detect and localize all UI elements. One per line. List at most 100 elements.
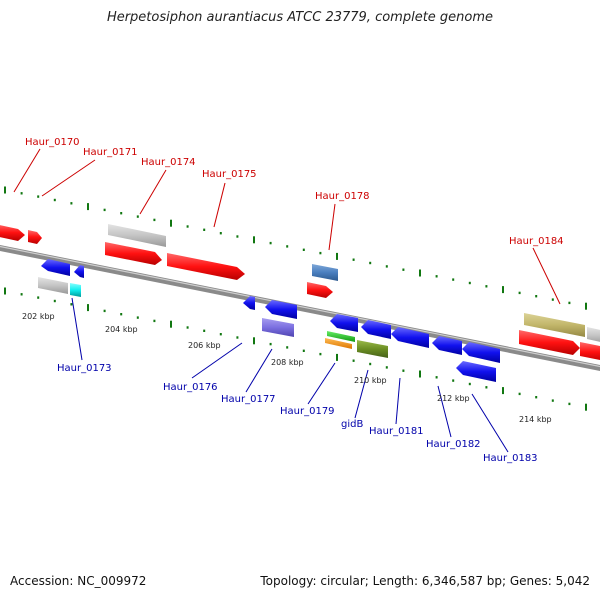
label-haur-0182: Haur_0182 (426, 439, 481, 450)
gene-reverse-lower[interactable] (456, 361, 496, 382)
tick-mark-bottom (87, 304, 89, 312)
tick-mark-bottom (186, 326, 189, 329)
kbp-label-212: 212 kbp (437, 394, 470, 403)
tick-mark-bottom (269, 342, 272, 346)
tick-mark-top (253, 236, 255, 244)
tick-mark-top (419, 269, 421, 277)
tick-mark-bottom (4, 287, 6, 295)
tick-mark-bottom (435, 376, 438, 379)
gene-haur-0171[interactable] (108, 224, 166, 247)
map-title: Herpetosiphon aurantiacus ATCC 23779, co… (106, 10, 494, 25)
label-haur-0174: Haur_0174 (141, 157, 196, 168)
tick-mark-top (369, 261, 372, 265)
tick-mark-bottom (103, 309, 106, 313)
tick-mark-top (70, 202, 73, 205)
gene-haur-0175[interactable] (167, 253, 245, 280)
tick-mark-top (385, 265, 388, 268)
gene-haur-0176[interactable] (243, 296, 255, 310)
gene-khaki[interactable] (524, 313, 585, 337)
tick-mark-bottom (535, 396, 538, 399)
callouts-top (13, 148, 561, 305)
gene-forward[interactable] (0, 224, 25, 241)
tick-mark-top (203, 228, 206, 231)
tick-mark-bottom (452, 379, 455, 382)
label-haur-0176: Haur_0176 (163, 382, 218, 393)
gene-reverse[interactable] (361, 320, 391, 339)
label-haur-0170: Haur_0170 (25, 137, 80, 148)
tick-mark-top (468, 281, 471, 285)
label-haur-0175: Haur_0175 (202, 169, 257, 180)
kbp-label-208: 208 kbp (271, 358, 304, 367)
tick-mark-top (269, 241, 272, 245)
kbp-label-214: 214 kbp (519, 415, 552, 424)
tick-mark-bottom (253, 337, 255, 345)
tick-mark-top (153, 218, 156, 222)
tick-mark-bottom (369, 362, 372, 366)
tick-mark-bottom (585, 403, 587, 411)
tick-mark-top (568, 301, 571, 305)
gene-reverse[interactable] (74, 265, 84, 278)
label-haur-0171: Haur_0171 (83, 147, 138, 158)
gene-haur-0173[interactable] (38, 277, 68, 294)
tick-mark-bottom (170, 320, 172, 328)
tick-mark-bottom (53, 299, 56, 303)
kbp-label-204: 204 kbp (105, 325, 138, 334)
gene-grey-right[interactable] (587, 327, 600, 344)
gene-orange[interactable] (325, 338, 352, 349)
tick-mark-top (236, 235, 239, 238)
tick-mark-top (402, 268, 405, 271)
label-gidB: gidB (341, 419, 363, 430)
accession-text: Accession: NC_009972 (10, 574, 147, 588)
tick-mark-top (120, 212, 123, 215)
tick-mark-top (37, 195, 40, 198)
gene-green[interactable] (327, 331, 355, 342)
tick-mark-bottom (485, 386, 488, 389)
kbp-label-206: 206 kbp (188, 341, 221, 350)
gene-haur-0173-cyan[interactable] (70, 283, 81, 297)
tick-mark-bottom (120, 313, 123, 316)
tick-mark-top (452, 278, 455, 281)
label-haur-0183: Haur_0183 (483, 453, 538, 464)
genome-backbone (0, 245, 600, 371)
tick-mark-top (336, 252, 338, 260)
label-haur-0179: Haur_0179 (280, 406, 335, 417)
tick-mark-top (352, 258, 355, 261)
gene-haur-0177-purple[interactable] (262, 318, 294, 337)
gene-haur-0183[interactable] (462, 342, 500, 363)
label-haur-0181: Haur_0181 (369, 426, 424, 437)
tick-mark-top (4, 186, 6, 194)
gene-haur-0181[interactable] (391, 327, 429, 348)
label-haur-0173: Haur_0173 (57, 363, 112, 374)
tick-mark-top (585, 302, 587, 310)
gene-steel[interactable] (312, 264, 338, 281)
callouts-bottom (71, 297, 509, 453)
tick-mark-bottom (385, 366, 388, 369)
tick-mark-top (20, 192, 23, 195)
tick-mark-top (87, 203, 89, 211)
tick-mark-bottom (70, 303, 73, 306)
tick-mark-bottom (37, 296, 40, 299)
tick-mark-bottom (136, 316, 139, 319)
tick-mark-top (435, 275, 438, 278)
tick-mark-bottom (302, 349, 305, 352)
gene-haur-0182[interactable] (432, 336, 462, 355)
gene-haur-0177[interactable] (265, 300, 297, 319)
tick-mark-bottom (568, 402, 571, 406)
gene-forward[interactable] (28, 230, 42, 244)
gene-forward[interactable] (580, 342, 600, 362)
gene-haur-0184[interactable] (519, 330, 580, 355)
tick-track-bottom (4, 287, 587, 411)
tick-track-top (4, 186, 587, 310)
gene-gidB[interactable] (357, 340, 388, 358)
gene-reverse[interactable] (41, 259, 70, 276)
tick-mark-bottom (551, 399, 554, 402)
tick-mark-top (53, 198, 56, 202)
tick-mark-top (518, 291, 521, 295)
tick-mark-bottom (319, 352, 322, 356)
gene-haur-0179[interactable] (330, 314, 358, 332)
kbp-label-210: 210 kbp (354, 376, 387, 385)
gene-haur-0174[interactable] (105, 242, 162, 265)
tick-mark-bottom (468, 382, 471, 386)
gene-haur-0178[interactable] (307, 282, 333, 298)
